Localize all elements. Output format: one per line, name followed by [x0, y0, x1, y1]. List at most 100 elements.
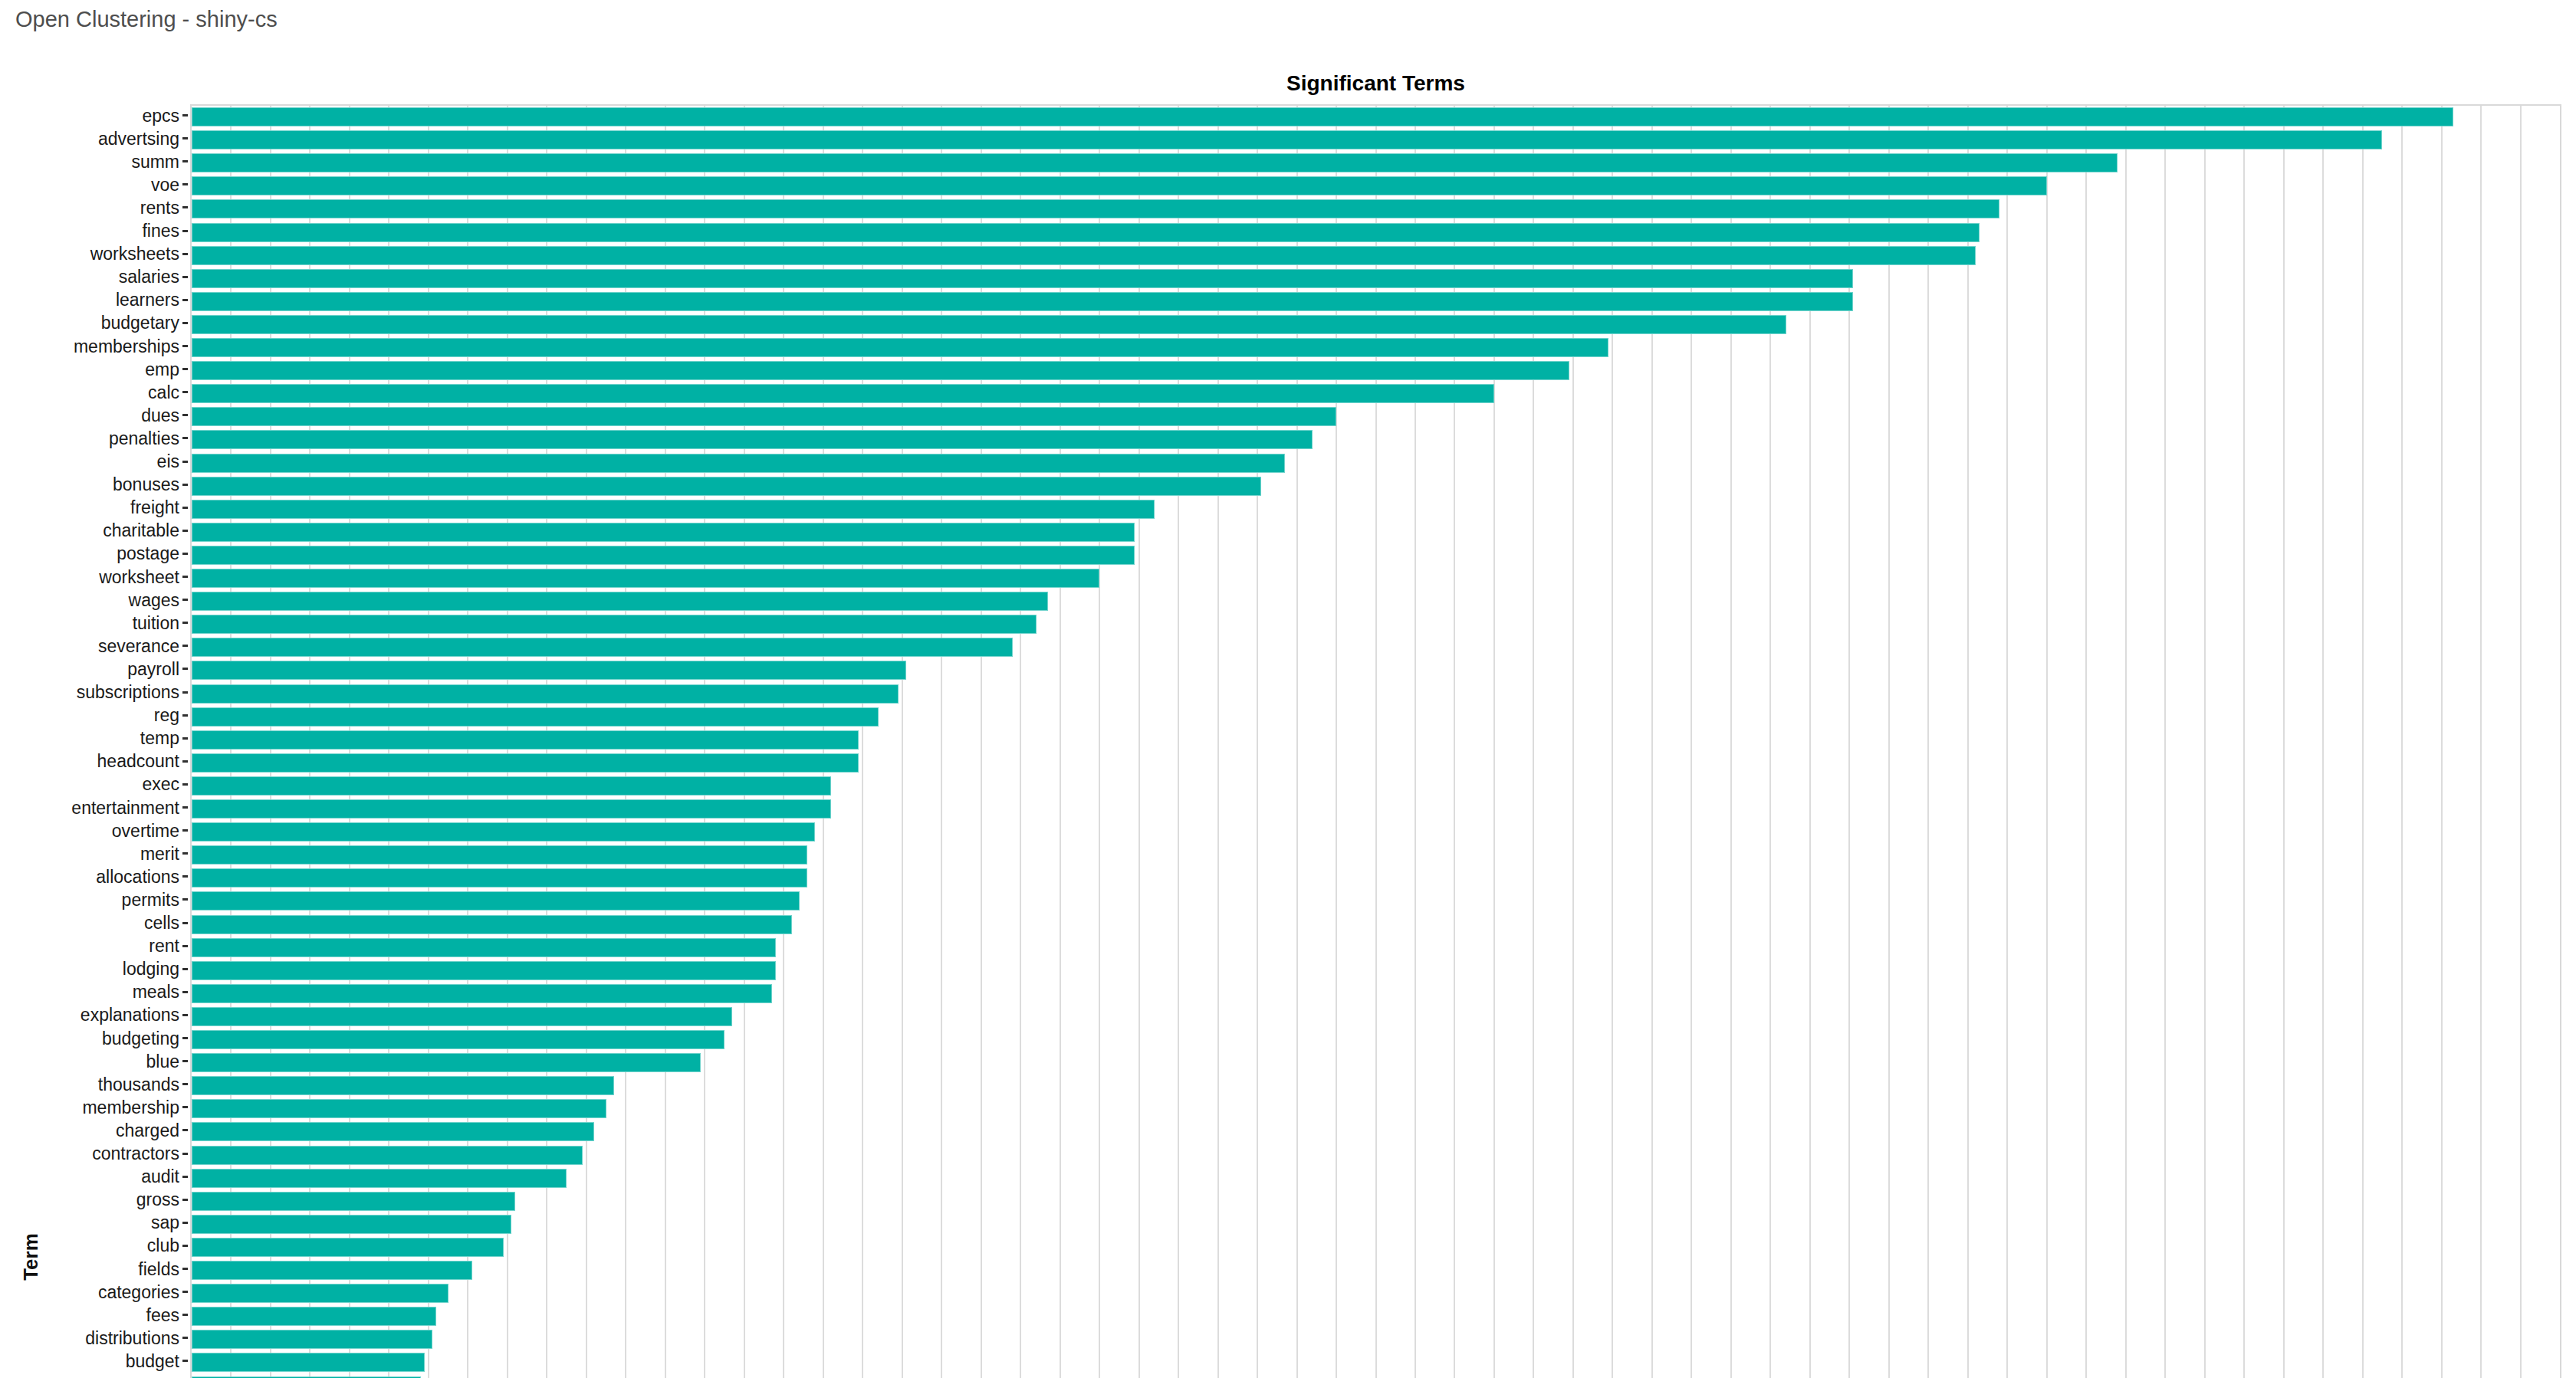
y-tick-mark [182, 530, 188, 532]
bar [192, 338, 1608, 357]
bar [192, 1238, 504, 1257]
bar [192, 407, 1336, 426]
y-tick-label: audit [0, 1165, 179, 1188]
y-tick-mark [182, 829, 188, 832]
bar [192, 1353, 425, 1372]
bar [192, 868, 807, 887]
bar [192, 1330, 432, 1349]
y-tick-label: sap [0, 1211, 179, 1234]
bar [192, 1053, 701, 1072]
y-tick-mark [182, 922, 188, 924]
y-tick-mark [182, 114, 188, 116]
bar [192, 153, 2118, 172]
y-tick-label: rent [0, 934, 179, 957]
bar [192, 1030, 724, 1049]
y-tick-label: budget [0, 1350, 179, 1373]
y-tick-mark [182, 783, 188, 786]
bar [192, 1215, 511, 1234]
y-tick-label: severance [0, 635, 179, 658]
bar [192, 776, 831, 796]
gridline [2085, 106, 2087, 1378]
y-tick-label: worksheets [0, 242, 179, 265]
gridline [2204, 106, 2206, 1378]
bar [192, 1307, 436, 1326]
y-tick-label: advertsing [0, 127, 179, 150]
y-tick-label: allocations [0, 865, 179, 888]
gridline [2441, 106, 2443, 1378]
y-tick-mark [182, 852, 188, 855]
y-tick-mark [182, 898, 188, 901]
y-tick-mark [182, 437, 188, 439]
bar [192, 500, 1155, 519]
bar [192, 269, 1853, 288]
bar [192, 938, 776, 957]
y-tick-label: distributions [0, 1327, 179, 1350]
y-tick-mark [182, 576, 188, 578]
y-tick-mark [182, 368, 188, 370]
y-tick-mark [182, 1106, 188, 1108]
bar [192, 1284, 449, 1303]
bar [192, 292, 1853, 311]
bar [192, 753, 859, 773]
y-tick-mark [182, 484, 188, 486]
y-tick-label: eis [0, 450, 179, 473]
gridline [2283, 106, 2285, 1378]
bar [192, 223, 1980, 242]
y-tick-label: explanations [0, 1003, 179, 1026]
y-tick-label: memberships [0, 335, 179, 358]
y-tick-mark [182, 1291, 188, 1293]
y-tick-label: salaries [0, 265, 179, 288]
y-tick-mark [182, 414, 188, 416]
y-tick-label: blue [0, 1050, 179, 1073]
y-tick-mark [182, 1129, 188, 1131]
y-tick-mark [182, 137, 188, 139]
bar [192, 1169, 567, 1188]
y-tick-label: payroll [0, 658, 179, 681]
bar [192, 707, 879, 727]
bar [192, 1007, 732, 1026]
y-tick-label: entertainment [0, 796, 179, 819]
y-tick-label: summ [0, 150, 179, 173]
bar [192, 315, 1786, 334]
y-tick-mark [182, 760, 188, 763]
y-tick-label: wages [0, 589, 179, 612]
chart-title: Significant Terms [190, 71, 2561, 97]
gridline [1927, 106, 1929, 1378]
y-tick-mark [182, 1014, 188, 1016]
y-tick-label: charitable [0, 519, 179, 542]
plot-area [190, 104, 2561, 1378]
y-tick-label: merit [0, 842, 179, 865]
y-tick-label: postage [0, 542, 179, 565]
y-tick-label: budgeting [0, 1027, 179, 1050]
y-axis-title: Term [19, 1233, 43, 1281]
y-tick-mark [182, 968, 188, 970]
y-tick-label: rents [0, 196, 179, 219]
bar [192, 592, 1048, 611]
y-tick-mark [182, 991, 188, 993]
bar [192, 638, 1013, 657]
bar [192, 961, 776, 980]
gridline [2243, 106, 2245, 1378]
y-tick-label: fees [0, 1304, 179, 1327]
y-tick-label: exec [0, 773, 179, 796]
gridline [1888, 106, 1890, 1378]
y-tick-label: budgetary [0, 311, 179, 334]
y-tick-label: tuition [0, 612, 179, 635]
y-tick-mark [182, 276, 188, 278]
bar [192, 984, 772, 1003]
gridline [2125, 106, 2127, 1378]
y-tick-mark [182, 391, 188, 393]
bar [192, 546, 1135, 565]
bar [192, 891, 800, 910]
bar [192, 684, 899, 704]
gridline [2480, 106, 2482, 1378]
y-tick-mark [182, 1222, 188, 1224]
bar [192, 246, 1976, 265]
y-tick-label: overtime [0, 819, 179, 842]
y-tick-label: gross [0, 1188, 179, 1211]
bar [192, 1261, 472, 1280]
y-tick-label: penalties [0, 427, 179, 450]
y-tick-label: bonuses [0, 473, 179, 496]
y-tick-label: dues [0, 404, 179, 427]
bar [192, 454, 1285, 473]
